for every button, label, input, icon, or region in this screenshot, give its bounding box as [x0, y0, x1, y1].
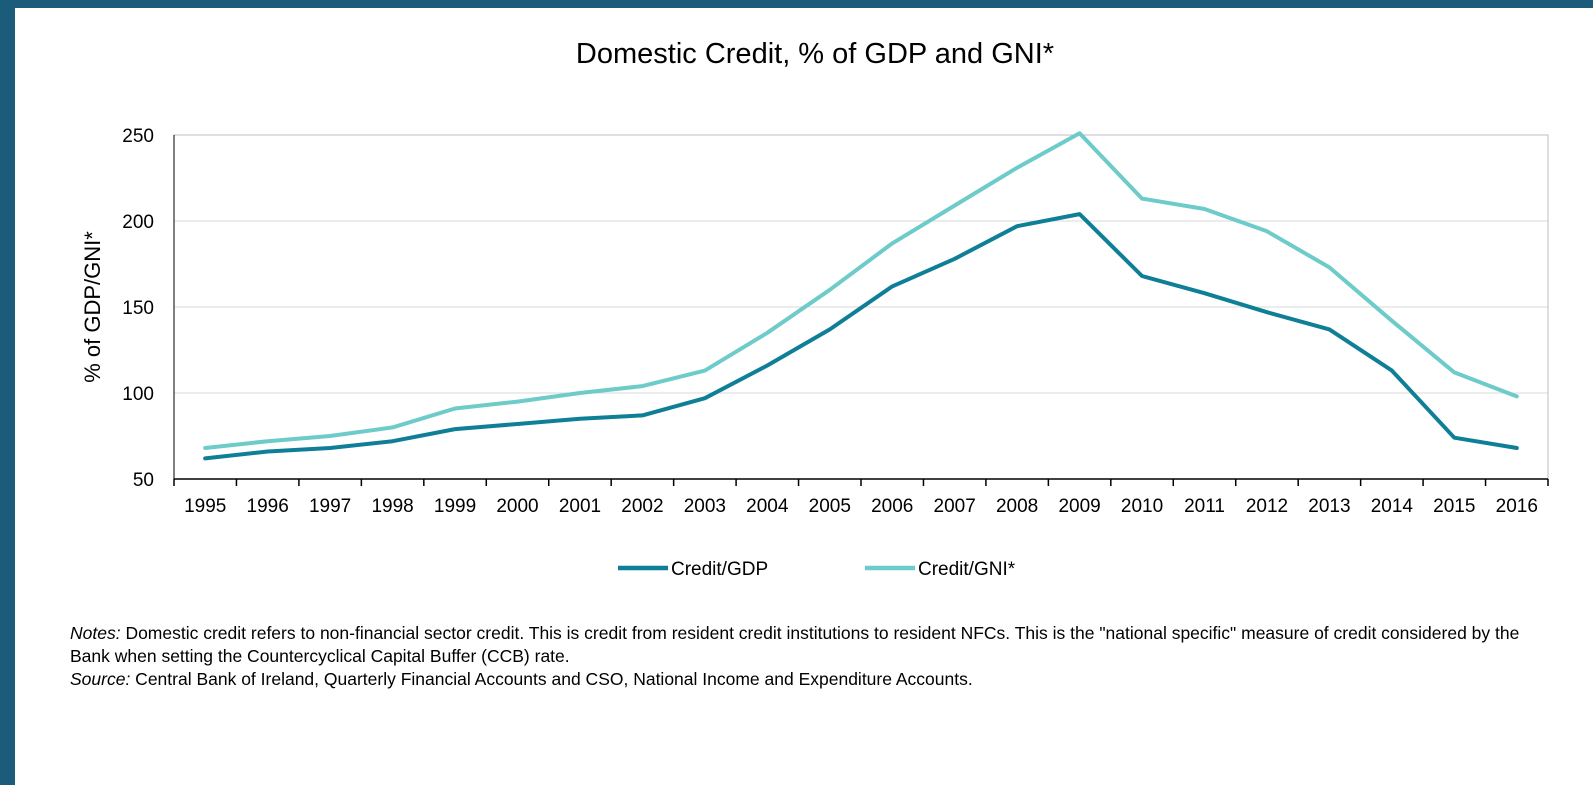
x-tick-label: 2008	[996, 496, 1038, 517]
line-chart: Domestic Credit, % of GDP and GNI* % of …	[80, 38, 1549, 580]
x-tick-label: 2012	[1246, 496, 1288, 517]
notes-paragraph: Notes: Domestic credit refers to non-fin…	[70, 622, 1550, 668]
source-paragraph: Source: Central Bank of Ireland, Quarter…	[70, 668, 1550, 691]
x-tick-label: 2003	[684, 496, 726, 517]
x-tick-label: 1996	[247, 496, 289, 517]
series-line-credit-gdp	[203, 212, 1519, 461]
x-tick-label: 1998	[371, 496, 413, 517]
x-tick-label: 2001	[559, 496, 601, 517]
legend-label: Credit/GDP	[671, 559, 768, 580]
x-tick-label: 2004	[746, 496, 789, 517]
y-tick-label: 250	[122, 126, 154, 147]
y-tick-label: 100	[122, 384, 154, 405]
notes-block: Notes: Domestic credit refers to non-fin…	[70, 622, 1550, 691]
x-tick-label: 2011	[1184, 496, 1225, 517]
x-tick-label: 1999	[434, 496, 476, 517]
source-text: Central Bank of Ireland, Quarterly Finan…	[130, 669, 973, 689]
x-tick-label: 2009	[1058, 496, 1100, 517]
legend-label: Credit/GNI*	[918, 559, 1016, 580]
x-tick-label: 1997	[309, 496, 351, 517]
x-tick-label: 2010	[1121, 496, 1163, 517]
x-tick-label: 2016	[1496, 496, 1538, 517]
x-tick-label: 2013	[1308, 496, 1350, 517]
y-tick-label: 150	[122, 298, 154, 319]
x-tick-label: 2006	[871, 496, 913, 517]
notes-label: Notes:	[70, 623, 121, 643]
legend: Credit/GDP Credit/GNI*	[618, 559, 1016, 580]
source-label: Source:	[70, 669, 131, 689]
x-tick-label: 2005	[809, 496, 851, 517]
series-lines	[203, 131, 1519, 461]
series-line-credit-gni-	[203, 131, 1519, 450]
notes-text: Domestic credit refers to non-financial …	[70, 623, 1520, 666]
x-tick-label: 1995	[184, 496, 226, 517]
y-tick-label: 50	[133, 470, 154, 491]
chart-panel: Domestic Credit, % of GDP and GNI* % of …	[15, 8, 1593, 785]
x-tick-label: 2000	[496, 496, 538, 517]
chart-title: Domestic Credit, % of GDP and GNI*	[576, 38, 1054, 70]
x-tick-label: 2014	[1371, 496, 1414, 517]
y-tick-label: 200	[122, 212, 154, 233]
x-tick-label: 2015	[1433, 496, 1475, 517]
x-tick-label: 2007	[934, 496, 976, 517]
y-axis-label: % of GDP/GNI*	[80, 231, 105, 383]
x-tick-label: 2002	[621, 496, 663, 517]
axes: 50 100 150 200 250 1995 1996 1997 1998 1999 2000 20…	[122, 126, 1549, 517]
